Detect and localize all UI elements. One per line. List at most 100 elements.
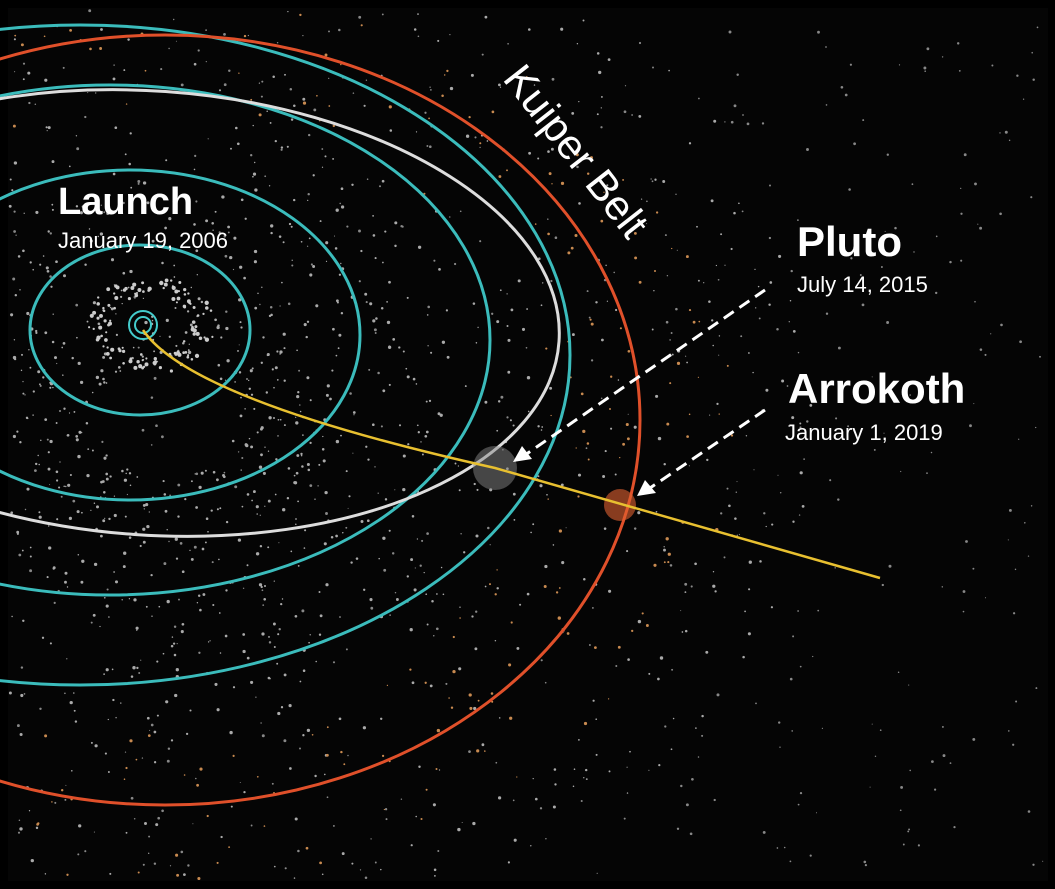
- star: [769, 184, 771, 187]
- star: [220, 835, 223, 839]
- star: [592, 699, 595, 702]
- star: [121, 469, 124, 473]
- star: [97, 235, 100, 238]
- star: [799, 422, 802, 425]
- star: [130, 286, 135, 290]
- star: [539, 807, 543, 810]
- star: [165, 159, 168, 162]
- star: [108, 321, 112, 326]
- star: [76, 510, 80, 514]
- star: [742, 114, 744, 116]
- star: [193, 545, 197, 549]
- star: [498, 717, 501, 719]
- star: [433, 259, 436, 262]
- star: [663, 561, 666, 564]
- star: [101, 440, 104, 443]
- star: [248, 437, 251, 440]
- star: [1012, 612, 1016, 615]
- star: [894, 226, 897, 230]
- star: [617, 645, 621, 649]
- star: [128, 598, 131, 600]
- star: [585, 778, 588, 780]
- star: [223, 33, 226, 36]
- star: [637, 619, 642, 624]
- star: [85, 421, 89, 425]
- star: [169, 865, 172, 867]
- star: [406, 575, 409, 578]
- star: [88, 228, 91, 230]
- star: [930, 451, 933, 454]
- star: [365, 79, 368, 81]
- star: [48, 546, 52, 550]
- star: [508, 663, 512, 667]
- star: [319, 220, 322, 223]
- star: [295, 523, 297, 526]
- star: [438, 769, 441, 771]
- star: [49, 439, 53, 444]
- star: [135, 626, 139, 630]
- star: [203, 336, 206, 339]
- star: [86, 320, 89, 323]
- star: [216, 508, 219, 511]
- star: [560, 483, 564, 487]
- star: [306, 728, 311, 733]
- star: [263, 598, 267, 601]
- star: [157, 816, 161, 820]
- star: [669, 564, 673, 567]
- star: [293, 104, 296, 107]
- star: [120, 702, 122, 704]
- star: [370, 606, 374, 610]
- star: [19, 441, 22, 444]
- star: [584, 768, 588, 772]
- star: [207, 530, 209, 533]
- arrokoth-arrow: [649, 408, 766, 490]
- star: [366, 519, 370, 523]
- star: [752, 371, 754, 374]
- pluto-arrowhead: [513, 446, 532, 462]
- star: [600, 219, 604, 223]
- star: [139, 544, 142, 548]
- star: [960, 259, 963, 262]
- star: [306, 376, 310, 380]
- star: [326, 384, 330, 388]
- star: [449, 86, 454, 91]
- star: [222, 475, 226, 479]
- star: [888, 564, 892, 568]
- star: [122, 271, 126, 275]
- star: [197, 876, 201, 881]
- star: [29, 569, 33, 573]
- star: [263, 584, 267, 588]
- star: [234, 485, 238, 489]
- star: [137, 180, 141, 183]
- star: [102, 355, 106, 359]
- star: [340, 434, 342, 437]
- star: [142, 503, 146, 507]
- star: [188, 343, 190, 345]
- star: [716, 402, 719, 406]
- star: [276, 379, 279, 381]
- star: [187, 349, 190, 352]
- star: [329, 397, 332, 401]
- star: [479, 142, 482, 145]
- star: [103, 381, 106, 384]
- star: [175, 853, 179, 857]
- star: [61, 789, 64, 792]
- star: [40, 439, 42, 442]
- star: [39, 707, 42, 711]
- pluto-date: July 14, 2015: [797, 272, 928, 297]
- star: [163, 562, 167, 566]
- star: [155, 424, 158, 428]
- star: [532, 523, 535, 526]
- star: [698, 320, 701, 323]
- star: [302, 97, 306, 101]
- star: [358, 229, 361, 233]
- star: [142, 527, 146, 531]
- star: [438, 268, 441, 271]
- star: [66, 434, 69, 437]
- star: [435, 767, 438, 771]
- star: [607, 58, 611, 61]
- star: [297, 565, 300, 567]
- trajectory: [141, 329, 881, 580]
- star: [51, 203, 54, 206]
